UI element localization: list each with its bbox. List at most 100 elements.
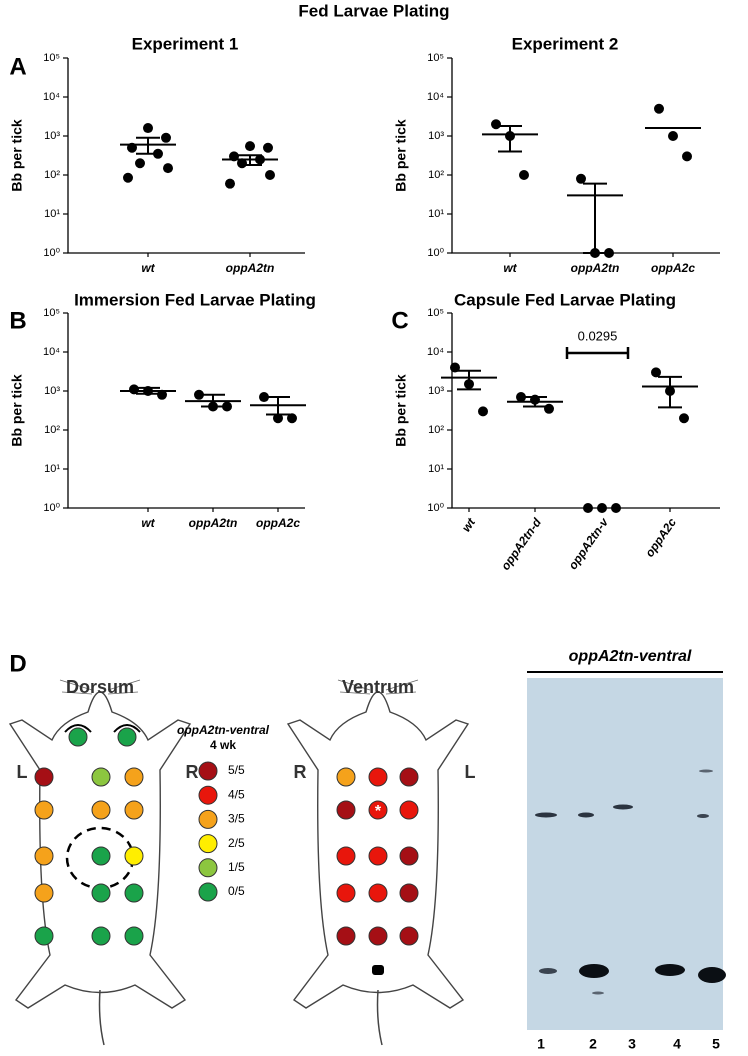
legend-label: 3/5: [228, 812, 245, 826]
lane-label: 1: [537, 1036, 545, 1052]
spot: [399, 767, 419, 787]
spot: [91, 800, 111, 820]
legend-label: 0/5: [228, 884, 245, 898]
data-point: [576, 173, 586, 184]
x-tick-label: oppA2tn: [189, 516, 238, 530]
data-point: [651, 367, 661, 378]
y-tick-label: 10⁵: [43, 307, 60, 319]
spot: [336, 800, 356, 820]
panel-letter: C: [391, 307, 408, 334]
y-tick-label: 10³: [428, 130, 444, 142]
lane-label: 5: [712, 1036, 720, 1052]
chart-title: Experiment 2: [512, 34, 619, 53]
chart-title: Capsule Fed Larvae Plating: [454, 290, 676, 309]
x-tick-label: oppA2c: [651, 261, 695, 275]
mouse-label: Dorsum: [66, 677, 134, 697]
spot: [336, 926, 356, 946]
legend-swatch: [198, 809, 218, 829]
x-tick-label: oppA2tn: [571, 261, 620, 275]
y-tick-label: 10⁰: [427, 247, 444, 259]
side-label: L: [465, 762, 476, 782]
spot: [124, 926, 144, 946]
data-point: [478, 406, 488, 417]
side-label: R: [186, 762, 199, 782]
side-label: L: [17, 762, 28, 782]
data-point: [519, 170, 529, 180]
spot: [368, 767, 388, 787]
legend-label: 4/5: [228, 787, 245, 801]
chart-title: Experiment 1: [132, 34, 239, 53]
legend-swatch: [198, 834, 218, 854]
y-tick-label: 10⁴: [427, 91, 444, 103]
data-point: [163, 163, 173, 174]
y-tick-label: 10³: [428, 385, 444, 397]
lane-label: 3: [628, 1036, 636, 1052]
spot: [124, 883, 144, 903]
side-label: R: [294, 762, 307, 782]
spot: [124, 767, 144, 787]
legend-swatch: [198, 858, 218, 878]
data-point: [604, 248, 614, 258]
spot: [336, 846, 356, 866]
spot: [336, 883, 356, 903]
x-tick-label: oppA2tn-d: [498, 515, 544, 573]
spot: [399, 883, 419, 903]
x-tick-label: oppA2c: [256, 516, 300, 530]
x-tick-label: wt: [141, 516, 155, 530]
y-tick-label: 10⁵: [43, 52, 60, 64]
legend-label: 5/5: [228, 763, 245, 777]
data-point: [265, 170, 275, 180]
panel-letter: A: [9, 53, 26, 80]
y-tick-label: 10⁴: [43, 346, 60, 358]
spot: [91, 846, 111, 866]
spot: [34, 846, 54, 866]
spot-marker: *: [375, 803, 382, 820]
data-point: [157, 389, 167, 400]
lane-label: 4: [673, 1036, 681, 1052]
spot: [368, 926, 388, 946]
y-tick-label: 10⁰: [43, 247, 60, 259]
data-point: [654, 103, 664, 114]
gel: [527, 671, 726, 1030]
data-point: [611, 503, 621, 513]
ear-arc: [64, 724, 92, 733]
legend-swatch: [198, 785, 218, 805]
data-point: [225, 178, 235, 189]
spot: [368, 800, 388, 820]
x-tick-label: oppA2c: [642, 515, 679, 559]
data-point: [682, 151, 692, 162]
data-point: [194, 389, 204, 400]
y-tick-label: 10²: [44, 169, 60, 181]
y-axis-label: Bb per tick: [9, 119, 25, 192]
x-tick-label: wt: [141, 261, 155, 275]
y-tick-label: 10¹: [44, 463, 60, 475]
head-spot: [117, 727, 137, 747]
data-point: [583, 503, 593, 513]
y-tick-label: 10⁵: [427, 52, 444, 64]
data-point: [287, 413, 297, 424]
panel-letter: B: [9, 307, 26, 334]
ear-arc: [113, 724, 141, 733]
data-point: [544, 403, 554, 414]
spot: [91, 926, 111, 946]
spot: [336, 767, 356, 787]
legend-swatch: [198, 761, 218, 781]
y-tick-label: 10³: [44, 130, 60, 142]
y-axis-label: Bb per tick: [393, 374, 409, 447]
spot: [34, 883, 54, 903]
data-point: [597, 503, 607, 513]
data-point: [123, 172, 133, 183]
y-tick-label: 10⁵: [427, 307, 444, 319]
data-point: [491, 119, 501, 130]
data-point: [516, 392, 526, 403]
y-tick-label: 10²: [44, 424, 60, 436]
axes: [451, 58, 720, 254]
data-point: [668, 131, 678, 141]
y-tick-label: 10¹: [428, 208, 444, 220]
spot: [91, 883, 111, 903]
y-tick-label: 10¹: [44, 208, 60, 220]
chart-title: Immersion Fed Larvae Plating: [74, 290, 316, 309]
spot: [124, 800, 144, 820]
x-tick-label: wt: [503, 261, 517, 275]
